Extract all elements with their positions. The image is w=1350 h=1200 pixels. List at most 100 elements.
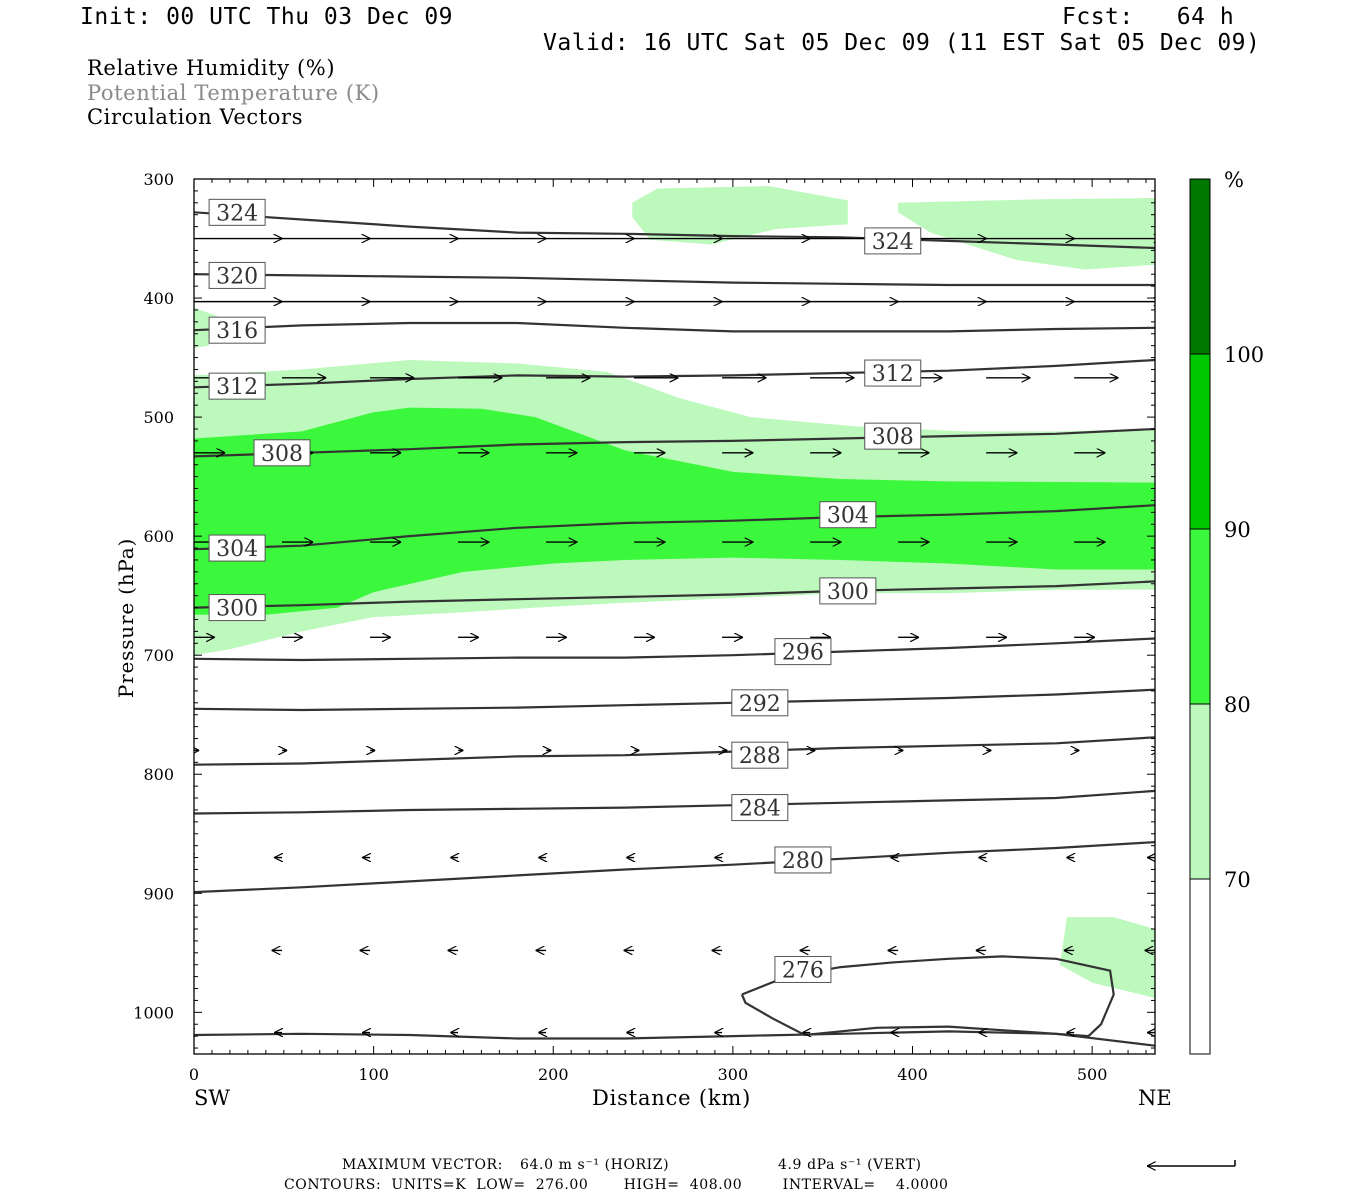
rh-region-70-80 [898, 198, 1155, 270]
theta-contour [194, 1030, 1155, 1047]
contour-label-box [731, 689, 789, 717]
contour-label-text: 312 [872, 362, 914, 387]
contour-label-box [864, 359, 922, 387]
rh-region-70-80 [1059, 917, 1155, 998]
max-vector-horiz: 64.0 m s⁻¹ (HORIZ) [520, 1157, 670, 1173]
theta-contour-308 [194, 427, 1155, 458]
contour-label-box [208, 316, 266, 344]
y-tick-label: 300 [143, 170, 174, 189]
circulation-vector-layer [194, 239, 1155, 1033]
contour-label-box [774, 846, 832, 874]
contour-label-text: 292 [739, 692, 781, 717]
contour-label-text: 280 [782, 849, 824, 874]
colorbar-segment [1189, 528, 1211, 705]
theta-contour-300 [194, 580, 1155, 609]
rh-fill-layer [194, 186, 1155, 998]
contour-label-text: 308 [872, 425, 914, 450]
x-axis-left-end: SW [194, 1086, 230, 1110]
contour-label-box [731, 794, 789, 822]
contour-label-text: 288 [739, 744, 781, 769]
theta-contour-312 [194, 358, 1155, 389]
contour-label-box [819, 577, 877, 605]
contour-label: 308 [864, 422, 922, 450]
theta-contour-324 [194, 211, 1155, 250]
x-tick-label: 400 [897, 1065, 928, 1084]
colorbar-segment [1189, 178, 1211, 355]
init-time: Init: 00 UTC Thu 03 Dec 09 [80, 4, 454, 30]
x-tick-label: 0 [189, 1065, 199, 1084]
contour-label-box [864, 227, 922, 255]
contour-label-box [731, 741, 789, 769]
theta-contour-280 [194, 841, 1155, 894]
field-relative-humidity: Relative Humidity (%) [87, 56, 336, 80]
contour-label-text: 296 [782, 641, 824, 666]
forecast-hour: Fcst: 64 h [1062, 4, 1235, 30]
y-tick-label: 600 [143, 527, 174, 546]
contour-label: 288 [731, 741, 789, 769]
contour-label-box [208, 372, 266, 400]
contour-label-box [208, 198, 266, 226]
contour-label-text: 300 [827, 580, 869, 605]
y-tick-label: 900 [143, 884, 174, 903]
contour-label-box [864, 422, 922, 450]
contour-label-box [774, 955, 832, 983]
contour-label-box [819, 501, 877, 529]
y-tick-label: 400 [143, 289, 174, 308]
contour-label-text: 304 [827, 504, 869, 529]
contour-label: 300 [208, 594, 266, 622]
contour-label-text: 284 [739, 797, 781, 822]
contour-label: 296 [774, 638, 832, 666]
theta-contour-292 [194, 688, 1155, 712]
contour-label: 292 [731, 689, 789, 717]
theta-contour-288 [194, 736, 1155, 766]
contour-label: 316 [208, 316, 266, 344]
axis-layer: 0 100 200 300 400 500 300 400 500 600 700 800 900 100… [133, 170, 1155, 1084]
plot-frame [193, 178, 1156, 1055]
y-tick-label: 800 [143, 765, 174, 784]
theta-contour-layer [194, 211, 1155, 1047]
contour-label-text: 324 [872, 230, 914, 255]
colorbar-segment [1189, 703, 1211, 880]
colorbar-unit: % [1224, 168, 1244, 192]
y-axis-title: Pressure (hPa) [114, 537, 138, 699]
y-tick-label: 700 [143, 646, 174, 665]
contour-label-box [208, 534, 266, 562]
contour-label-box [774, 638, 832, 666]
contour-label: 324 [208, 198, 266, 226]
theta-contour-316 [194, 321, 1155, 333]
contour-label-box [253, 439, 311, 467]
contour-label: 280 [774, 846, 832, 874]
theta-contour-284 [194, 789, 1155, 815]
x-tick-label: 500 [1077, 1065, 1108, 1084]
colorbar-segment [1189, 353, 1211, 530]
contour-label-box [208, 261, 266, 289]
contour-label: 300 [819, 577, 877, 605]
colorbar-level-label: 100 [1224, 343, 1264, 367]
theta-contour-296 [194, 637, 1155, 662]
contour-label-text: 312 [216, 375, 258, 400]
max-vector-vert: 4.9 dPa s⁻¹ (VERT) [778, 1157, 922, 1173]
x-axis-title: Distance (km) [592, 1086, 752, 1110]
contour-label: 304 [208, 534, 266, 562]
contour-label-text: 300 [216, 597, 258, 622]
x-tick-label: 300 [718, 1065, 749, 1084]
theta-contour-320 [194, 273, 1155, 287]
colorbar-level-label: 90 [1224, 518, 1251, 542]
contour-label: 320 [208, 261, 266, 289]
contour-label-text: 276 [782, 958, 824, 983]
y-tick-label: 1000 [133, 1003, 174, 1022]
contour-label: 324 [864, 227, 922, 255]
valid-time: Valid: 16 UTC Sat 05 Dec 09 (11 EST Sat … [543, 30, 1261, 56]
x-tick-label: 100 [358, 1065, 389, 1084]
contour-label-box [208, 594, 266, 622]
contour-label-text: 324 [216, 201, 258, 226]
contour-label: 312 [864, 359, 922, 387]
colorbar-level-label: 70 [1224, 868, 1251, 892]
colorbar-segment [1189, 878, 1211, 1055]
field-potential-temperature: Potential Temperature (K) [87, 81, 380, 105]
max-vector-label: MAXIMUM VECTOR: [342, 1157, 503, 1173]
theta-contour-276 [740, 955, 1115, 1038]
contour-label: 312 [208, 372, 266, 400]
contour-label-text: 316 [216, 319, 258, 344]
